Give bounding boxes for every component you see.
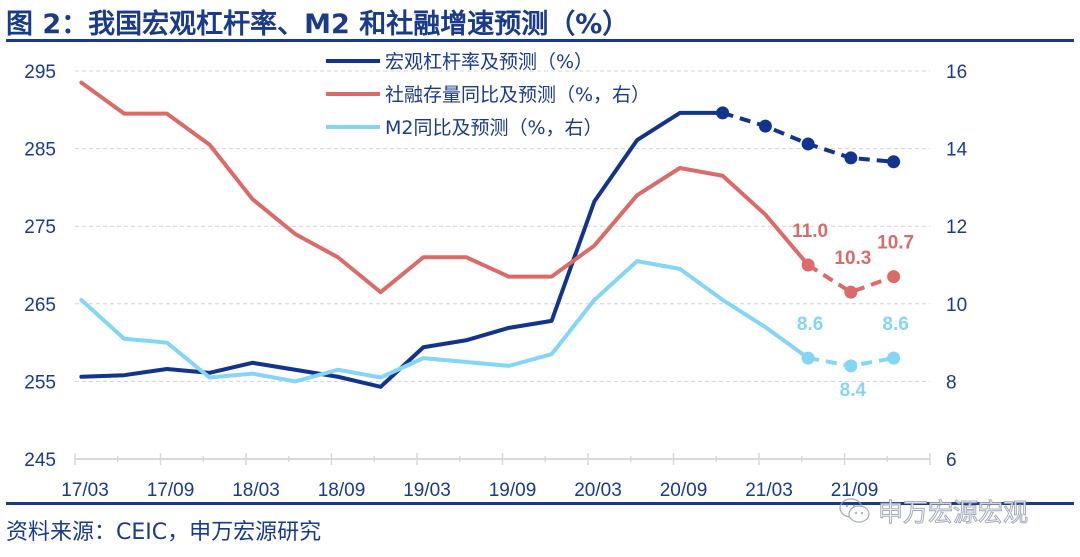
legend: 宏观杠杆率及预测（%） 社融存量同比及预测（%，右） M2同比及预测（%，右） <box>326 51 650 139</box>
x-tick-label: 20/03 <box>574 480 622 501</box>
data-label: 8.6 <box>882 314 908 335</box>
y-left-tick-label: 275 <box>24 217 56 238</box>
data-label: 8.6 <box>797 314 823 335</box>
forecast-marker <box>801 137 815 151</box>
y-left-tick-label: 255 <box>24 372 56 393</box>
x-tick-label: 19/03 <box>403 480 451 501</box>
forecast-marker <box>758 119 772 133</box>
y-left-tick-label: 265 <box>24 295 56 316</box>
y-right-tick-label: 16 <box>946 62 967 83</box>
data-label: 10.7 <box>877 233 914 254</box>
y-left-tick-label: 285 <box>24 140 56 161</box>
watermark-text: 申万宏源宏观 <box>877 498 1029 528</box>
series-line-actual <box>79 259 811 384</box>
grid-lines <box>75 70 930 382</box>
wechat-icon <box>839 498 870 523</box>
x-tick-label: 17/03 <box>61 480 109 501</box>
x-tick-label: 21/03 <box>745 480 793 501</box>
forecast-marker <box>801 351 815 365</box>
x-tick-label: 18/03 <box>232 480 280 501</box>
x-tick-label: 18/09 <box>318 480 366 501</box>
y-right-tick-label: 14 <box>946 140 968 161</box>
axes: 245 255 265 275 285 295 6 8 10 12 14 16 17/03 17/09 18… <box>24 62 967 501</box>
y-left-tick-label: 245 <box>24 450 56 471</box>
top-divider <box>6 39 1074 42</box>
series-group <box>79 80 901 389</box>
watermark: 申万宏源宏观 <box>838 493 1029 529</box>
legend-label: 社融存量同比及预测（%，右） <box>385 84 650 106</box>
y-right-tick-label: 6 <box>946 450 957 471</box>
y-right-tick-label: 8 <box>946 372 957 393</box>
data-labels: 11.0 10.3 10.7 8.6 8.4 8.6 <box>792 221 914 401</box>
y-left-tick-label: 295 <box>24 62 56 83</box>
series-line-actual <box>79 80 811 295</box>
forecast-marker <box>844 151 858 165</box>
source-note: 资料来源：CEIC，申万宏源研究 <box>6 520 322 545</box>
forecast-marker <box>887 155 901 169</box>
series-line-actual <box>79 110 725 389</box>
data-label: 11.0 <box>792 221 828 242</box>
forecast-marker <box>887 351 901 365</box>
data-label: 8.4 <box>840 380 867 401</box>
series-line-forecast <box>807 263 895 295</box>
legend-label: M2同比及预测（%，右） <box>385 117 603 139</box>
x-tick-label: 20/09 <box>660 480 708 501</box>
forecast-marker <box>716 106 730 120</box>
y-right-tick-label: 10 <box>946 295 967 316</box>
forecast-marker <box>844 359 858 373</box>
x-tick-label: 17/09 <box>147 480 195 501</box>
bottom-divider <box>6 502 1074 505</box>
forecast-marker <box>801 258 815 272</box>
forecast-marker <box>887 270 901 284</box>
legend-label: 宏观杠杆率及预测（%） <box>385 51 593 73</box>
forecast-marker <box>844 285 858 299</box>
y-right-tick-label: 12 <box>946 217 967 238</box>
x-tick-label: 19/09 <box>489 480 537 501</box>
figure-title: 图 2：我国宏观杠杆率、M2 和社融增速预测（%） <box>6 9 630 40</box>
series-line-forecast <box>722 110 894 164</box>
x-tick-label: 21/09 <box>831 480 879 501</box>
data-label: 10.3 <box>834 248 871 269</box>
